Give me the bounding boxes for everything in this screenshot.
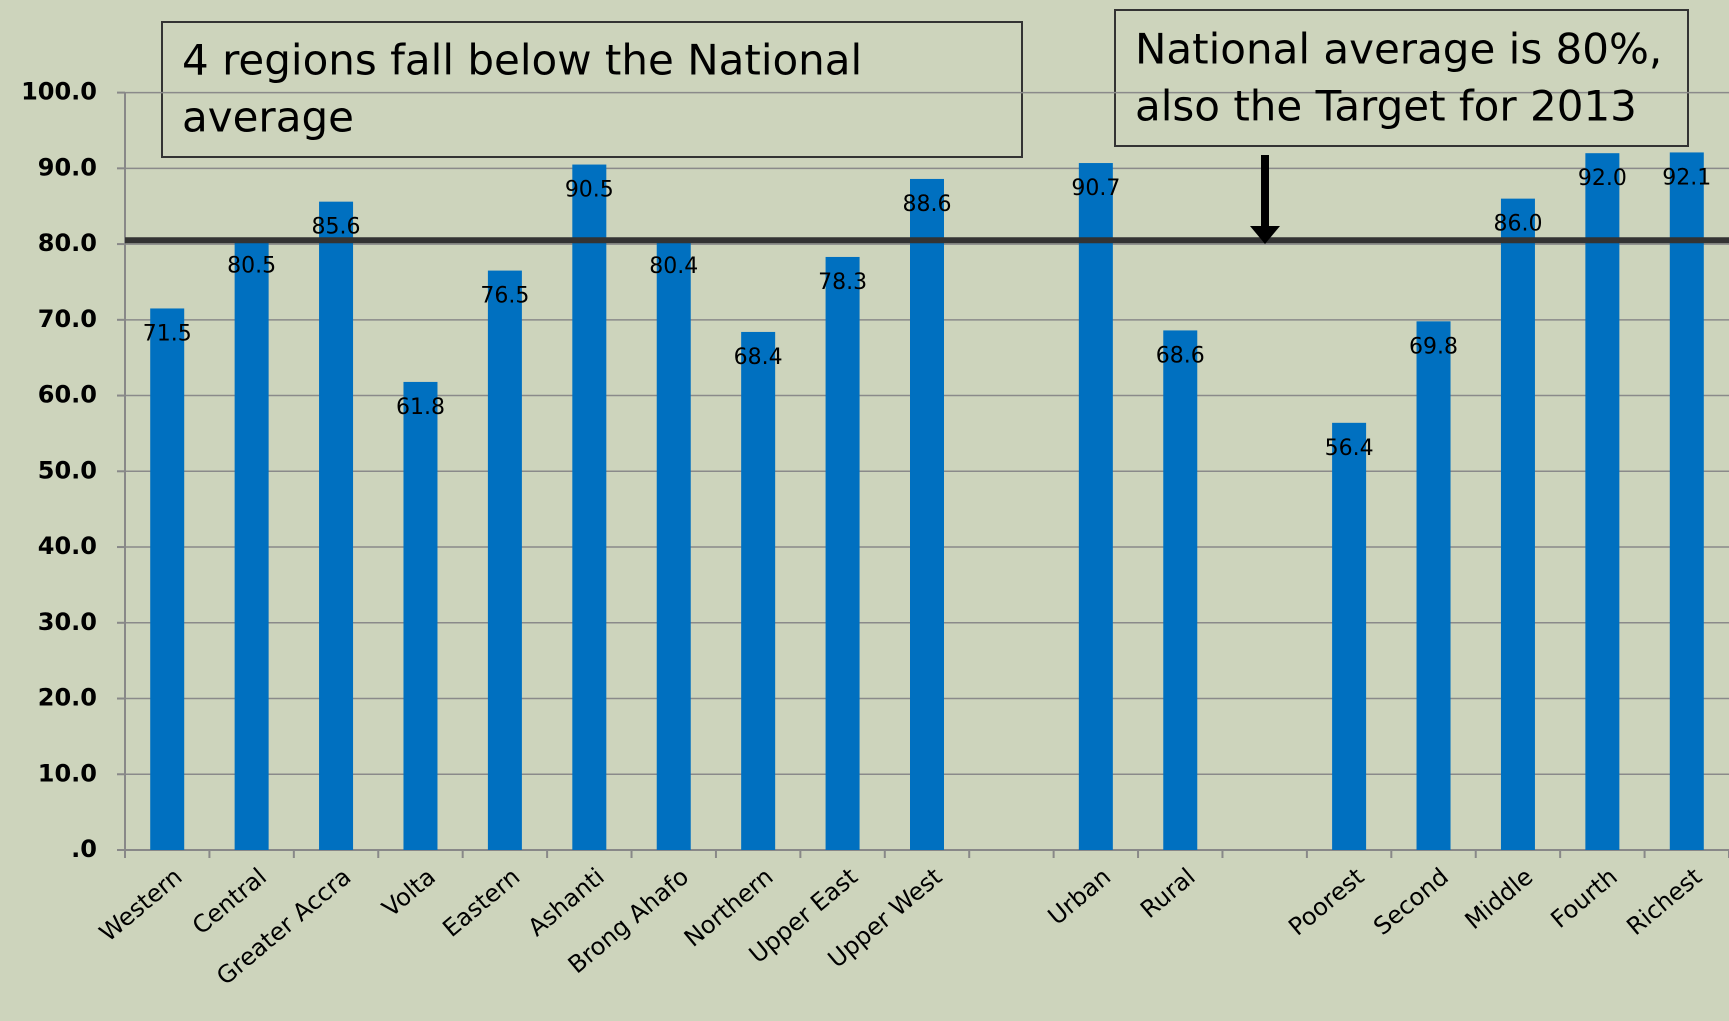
y-tick-label: 40.0 — [38, 532, 97, 560]
annotation-box — [161, 21, 1023, 158]
value-label: 92.0 — [1578, 166, 1627, 191]
bar — [403, 381, 438, 850]
arrow-head — [1250, 226, 1280, 244]
bar — [487, 270, 522, 850]
y-tick-label: 90.0 — [38, 153, 97, 181]
y-tick-label: 30.0 — [38, 608, 97, 636]
value-label: 61.8 — [396, 395, 445, 420]
value-label: 80.4 — [649, 254, 698, 279]
value-label: 90.7 — [1071, 176, 1120, 201]
bar — [1416, 321, 1451, 850]
annotation: also the Target for 2013 — [1135, 82, 1637, 131]
value-label: 71.5 — [143, 321, 192, 346]
bar — [1585, 153, 1620, 850]
value-label: 92.1 — [1662, 165, 1711, 190]
value-label: 90.5 — [565, 178, 614, 203]
bar — [825, 256, 860, 850]
y-tick-label: 80.0 — [38, 229, 97, 257]
bar — [150, 308, 185, 851]
annotation: average — [182, 93, 354, 142]
bar — [572, 164, 607, 851]
value-label: 88.6 — [903, 192, 952, 217]
value-label: 68.6 — [1156, 343, 1205, 368]
bar — [656, 241, 691, 850]
value-label: 85.6 — [312, 215, 361, 240]
bar — [1078, 163, 1113, 850]
annotation-box — [1114, 9, 1689, 147]
value-label: 86.0 — [1493, 212, 1542, 237]
y-tick-label: 70.0 — [38, 305, 97, 333]
annotation: 4 regions fall below the National — [182, 36, 862, 85]
value-label: 68.4 — [734, 345, 783, 370]
value-label: 80.5 — [227, 253, 276, 278]
value-label: 76.5 — [480, 284, 529, 309]
y-tick-label: .0 — [71, 835, 97, 863]
bar — [1163, 330, 1198, 851]
y-tick-label: 10.0 — [38, 759, 97, 787]
value-label: 78.3 — [818, 270, 867, 295]
bar — [1500, 198, 1535, 851]
bar — [1669, 152, 1704, 851]
value-label: 56.4 — [1325, 436, 1374, 461]
value-label: 69.8 — [1409, 334, 1458, 359]
y-tick-label: 20.0 — [38, 684, 97, 712]
bar — [910, 178, 944, 850]
y-tick-label: 100.0 — [21, 78, 97, 106]
y-tick-label: 60.0 — [38, 381, 97, 409]
y-tick-label: 50.0 — [38, 456, 97, 484]
bar — [741, 331, 776, 851]
bar — [1332, 422, 1367, 850]
bar — [319, 201, 354, 851]
bar — [234, 240, 269, 851]
annotation: National average is 80%, — [1135, 25, 1662, 74]
